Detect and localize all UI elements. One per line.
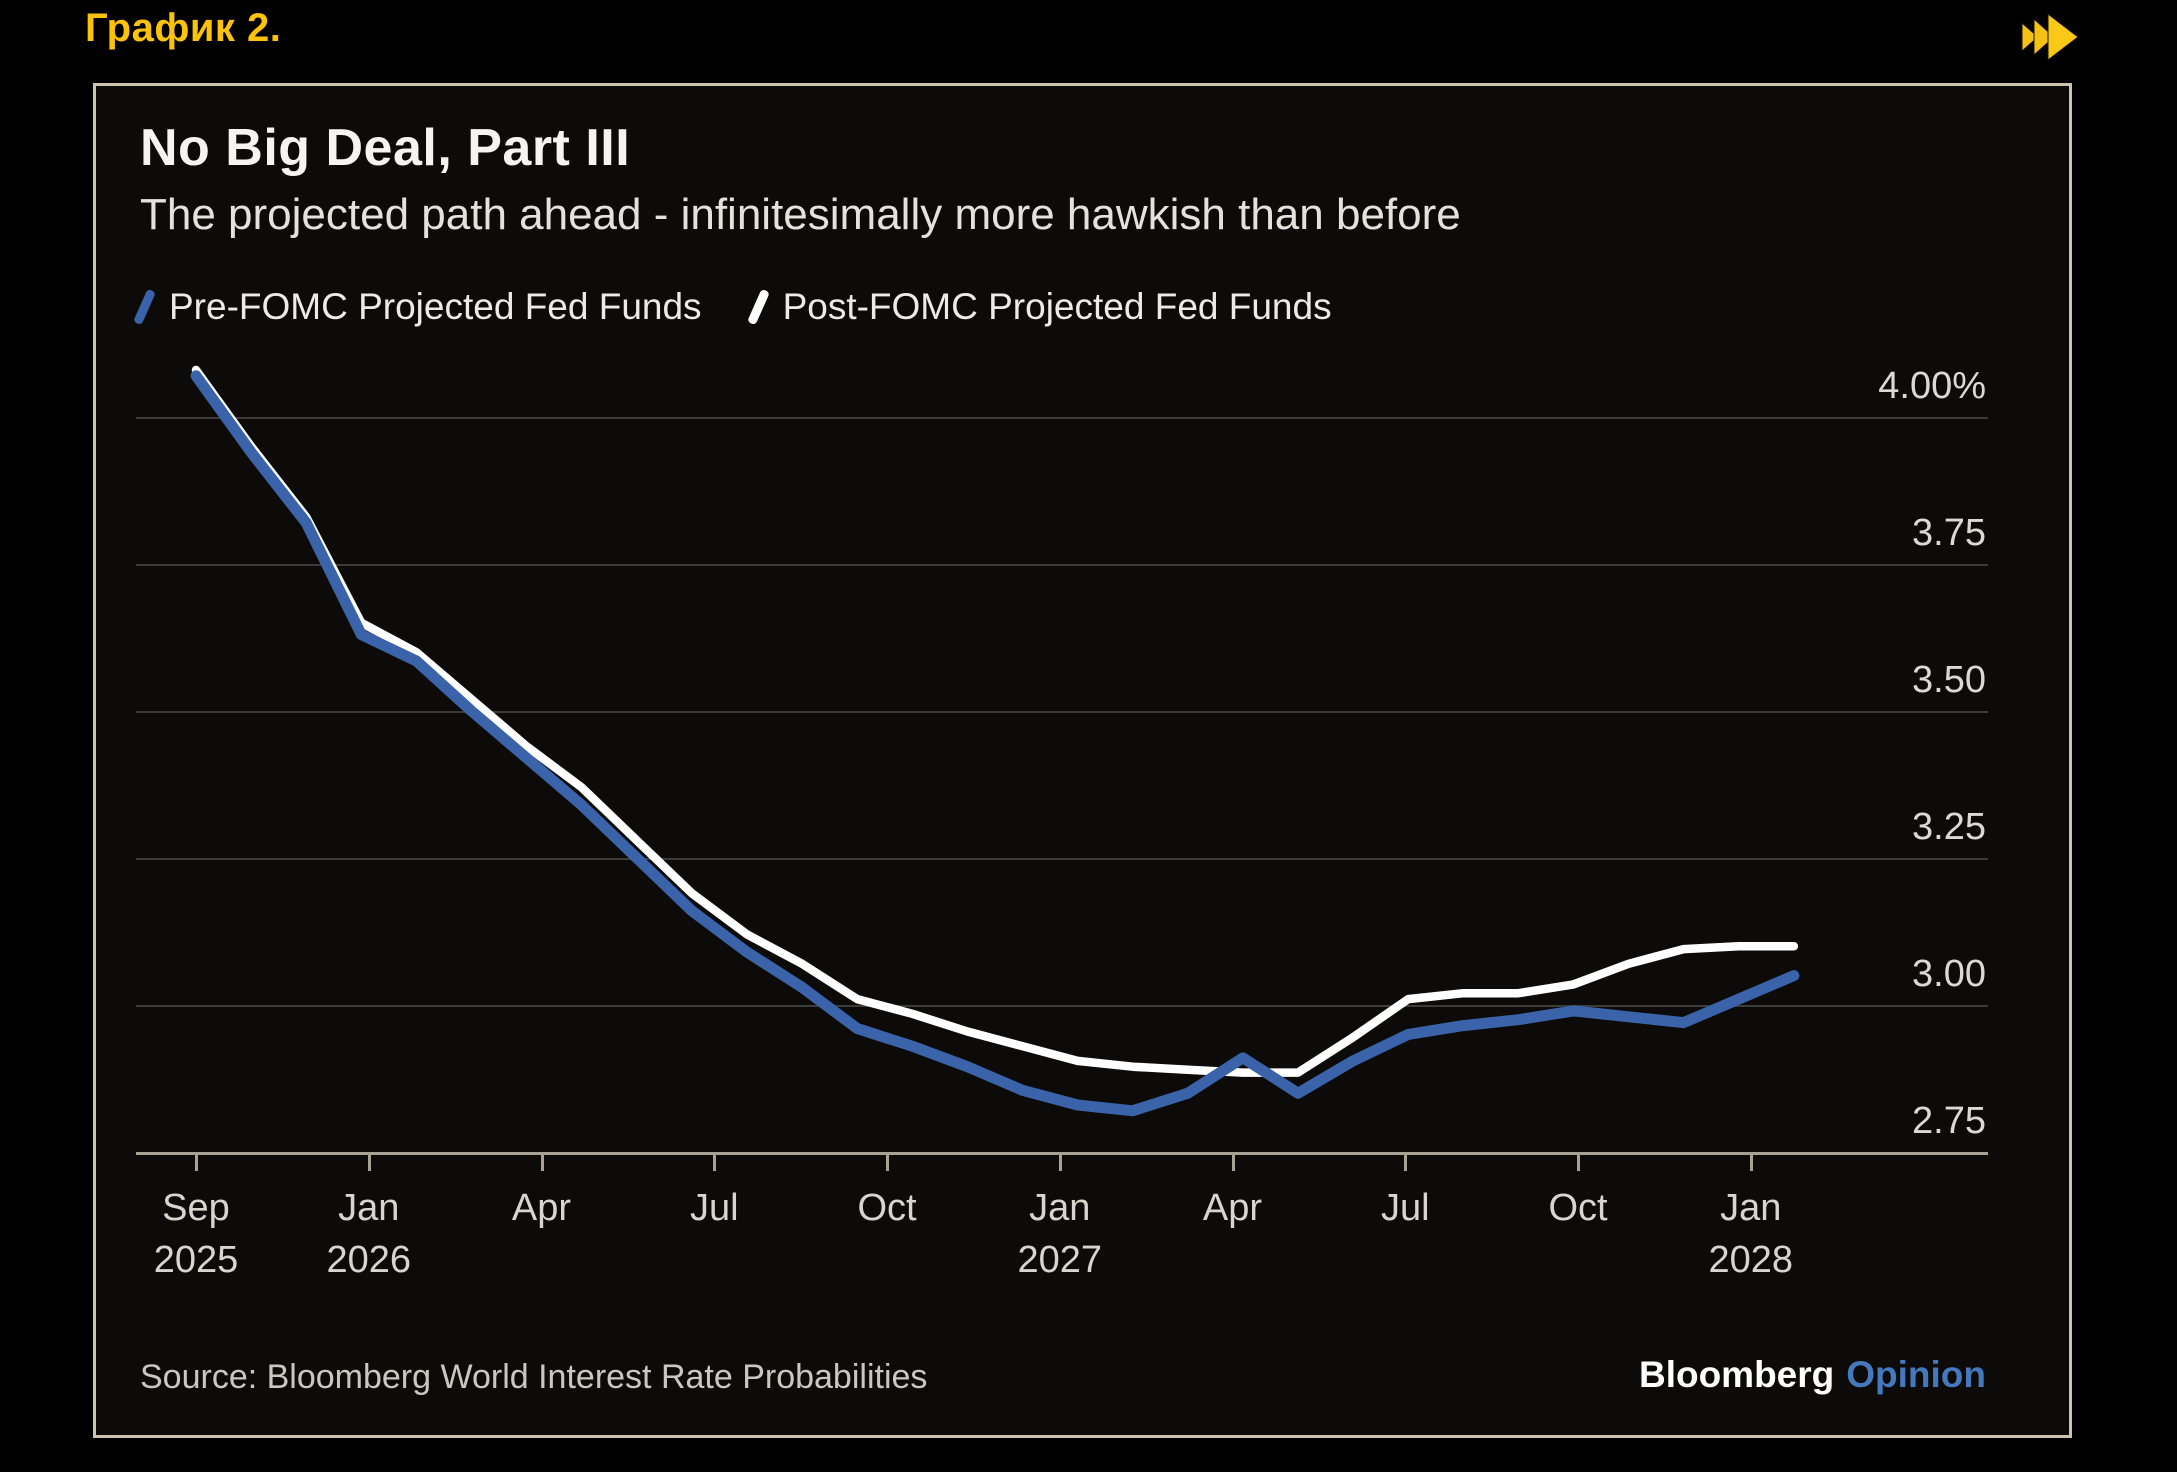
series-line-pre-fomc	[190, 370, 1800, 1117]
gridline	[136, 564, 1988, 566]
x-axis-label: Jan 2028	[1708, 1187, 1794, 1281]
x-axis-tick	[1231, 1154, 1235, 1171]
line-chart-canvas	[190, 365, 1800, 1117]
y-axis-label: 3.00	[1912, 953, 1986, 995]
x-axis-label: Apr	[511, 1187, 572, 1229]
y-axis-label: 3.50	[1912, 659, 1986, 701]
x-axis-tick	[367, 1154, 371, 1171]
y-axis-label: 3.75	[1912, 512, 1986, 554]
legend-item-post-fomc[interactable]: Post-FOMC Projected Fed Funds	[746, 286, 1332, 328]
x-axis-label: Jul	[689, 1187, 739, 1229]
x-axis-tick	[713, 1154, 717, 1171]
source-note: Source: Bloomberg World Interest Rate Pr…	[140, 1358, 928, 1396]
series-line-post-fomc	[191, 365, 1799, 1077]
x-axis-label: Sep 2025	[153, 1187, 239, 1281]
x-axis-label: Oct	[1548, 1187, 1608, 1229]
legend-label: Pre-FOMC Projected Fed Funds	[169, 286, 702, 327]
x-axis-label: Jan 2027	[1017, 1187, 1103, 1281]
x-axis-tick	[1404, 1154, 1408, 1171]
x-axis-label: Apr	[1202, 1187, 1263, 1229]
x-axis-tick	[1577, 1154, 1580, 1171]
x-axis-label: Jul	[1380, 1187, 1430, 1229]
brand-bloomberg: Bloomberg	[1638, 1354, 1835, 1395]
gridline	[136, 711, 1988, 713]
brand-logo: Bloomberg Opinion	[1639, 1354, 1986, 1396]
chart-title: No Big Deal, Part III	[140, 119, 631, 177]
figure-caption: График 2.	[85, 6, 282, 50]
gridline	[136, 858, 1988, 860]
x-axis-baseline	[136, 1152, 1988, 1155]
legend-item-pre-fomc[interactable]: Pre-FOMC Projected Fed Funds	[133, 286, 702, 328]
y-axis-label: 2.75	[1912, 1100, 1986, 1142]
x-axis-tick	[1749, 1154, 1753, 1171]
gridline	[136, 417, 1988, 419]
chart-subtitle: The projected path ahead - infinitesimal…	[140, 190, 1461, 239]
x-axis-label: Oct	[857, 1187, 917, 1229]
gridline	[136, 1005, 1988, 1007]
x-axis-tick	[1058, 1154, 1062, 1171]
legend-label: Post-FOMC Projected Fed Funds	[782, 286, 1332, 327]
chart-legend: Pre-FOMC Projected Fed Funds Post-FOMC P…	[133, 286, 1332, 328]
y-axis-label: 4.00%	[1878, 365, 1986, 407]
x-axis-tick	[195, 1154, 198, 1171]
fast-forward-icon[interactable]	[2020, 12, 2092, 62]
brand-opinion: Opinion	[1846, 1354, 1986, 1395]
x-axis-tick	[886, 1154, 889, 1171]
x-axis-tick	[540, 1154, 544, 1171]
x-axis-label: Jan 2026	[326, 1187, 412, 1281]
chart-card: No Big Deal, Part III The projected path…	[93, 83, 2072, 1438]
y-axis-label: 3.25	[1912, 806, 1986, 848]
